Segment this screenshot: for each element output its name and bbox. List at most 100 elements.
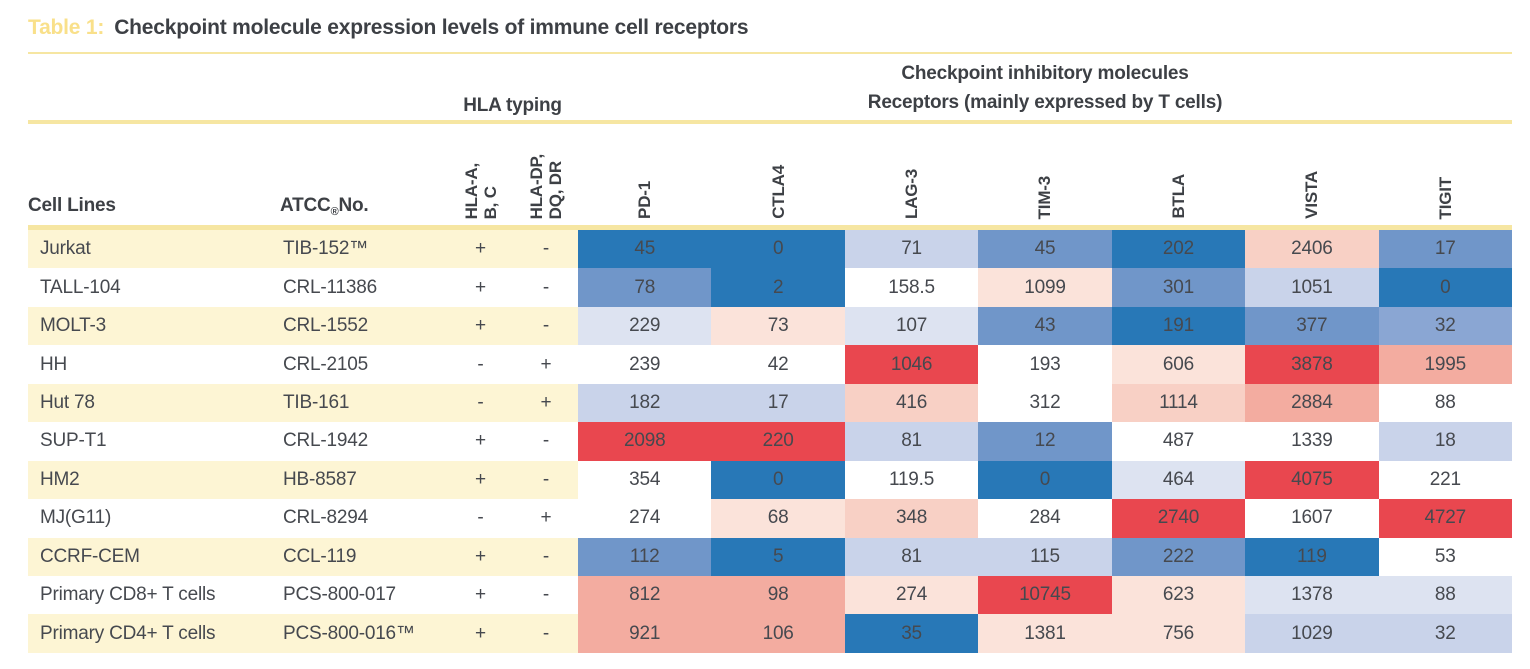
expression-value: 921 (578, 614, 712, 653)
expression-value: 35 (844, 614, 979, 653)
column-header: VISTA (1245, 124, 1378, 225)
expression-value: 12 (978, 422, 1112, 461)
expression-value: 464 (1111, 460, 1246, 500)
expression-value: 354 (578, 460, 712, 500)
table-caption: Table 1: Checkpoint molecule expression … (28, 12, 1512, 44)
expression-value: 182 (578, 383, 712, 423)
table-row: SUP-T1 CRL-1942 + -2098 220 81 12 487 1339 18 (28, 422, 1512, 461)
expression-value: 284 (978, 499, 1112, 538)
expression-value: 301 (1111, 268, 1246, 307)
cell-line-name: Hut 78 (28, 383, 280, 423)
group-header-checkpoint-line2: Receptors (mainly expressed by T cells) (867, 92, 1223, 113)
atcc-number: CRL-1552 (280, 306, 447, 346)
atcc-number: CCL-119 (280, 537, 447, 576)
hla-dpdqdr-value: - (514, 575, 578, 615)
table-row: MOLT-3 CRL-1552 + -229 73 107 43 191 377 32 (28, 306, 1512, 346)
hla-dpdqdr-value: - (514, 460, 578, 500)
expression-value: 239 (578, 345, 712, 384)
expression-value: 193 (978, 345, 1112, 384)
expression-value: 3878 (1245, 345, 1379, 384)
column-header-label: TIM-3 (1035, 175, 1055, 219)
table-title: Checkpoint molecule expression levels of… (114, 16, 749, 39)
table-row: CCRF-CEM CCL-119 + -112 5 81 115 222 119 53 (28, 537, 1512, 576)
expression-value: 2 (711, 268, 845, 307)
expression-value: 88 (1378, 383, 1512, 423)
column-header-atcc: ATCC ® No. (280, 124, 447, 225)
expression-value: 112 (578, 537, 712, 576)
expression-value: 53 (1378, 537, 1512, 576)
atcc-number: TIB-161 (280, 383, 447, 423)
cell-line-name: Jurkat (28, 230, 280, 269)
group-header-band: HLA typing Checkpoint inhibitory molecul… (28, 54, 1512, 120)
expression-value: 18 (1378, 422, 1512, 461)
expression-value: 17 (1378, 230, 1512, 269)
expression-value: 0 (711, 460, 845, 500)
expression-value: 756 (1111, 614, 1246, 653)
expression-value: 43 (978, 306, 1112, 346)
expression-value: 68 (711, 499, 845, 538)
expression-value: 606 (1111, 345, 1246, 384)
cell-line-name: CCRF-CEM (28, 537, 280, 576)
expression-value: 229 (578, 306, 712, 346)
column-header-label: TIGIT (1435, 176, 1455, 219)
expression-value: 623 (1111, 575, 1246, 615)
hla-abc-value: + (447, 460, 514, 500)
column-header-band: Cell Lines ATCC ® No. HLA-A, B, C HLA-DP, … (28, 124, 1512, 225)
expression-value: 107 (844, 306, 979, 346)
expression-value: 119.5 (844, 460, 979, 500)
cell-line-name: MOLT-3 (28, 306, 280, 346)
atcc-number: CRL-2105 (280, 345, 447, 384)
expression-value: 45 (978, 230, 1112, 269)
expression-value: 1339 (1245, 422, 1379, 461)
expression-value: 1995 (1378, 345, 1512, 384)
hla-dpdqdr-value: - (514, 306, 578, 346)
expression-value: 17 (711, 383, 845, 423)
document-page: Table 1: Checkpoint molecule expression … (28, 12, 1512, 653)
expression-value: 221 (1378, 460, 1512, 500)
hla-abc-value: + (447, 306, 514, 346)
expression-value: 274 (844, 575, 979, 615)
expression-value: 487 (1111, 422, 1246, 461)
hla-abc-value: + (447, 422, 514, 461)
hla-dpdqdr-value: - (514, 614, 578, 653)
column-header-label: CTLA4 (768, 165, 788, 219)
cell-line-name: MJ(G11) (28, 499, 280, 538)
expression-value: 1029 (1245, 614, 1379, 653)
expression-value: 0 (711, 230, 845, 269)
expression-value: 377 (1245, 306, 1379, 346)
expression-value: 119 (1245, 537, 1379, 576)
expression-value: 1114 (1111, 383, 1246, 423)
expression-value: 0 (1378, 268, 1512, 307)
expression-value: 202 (1111, 230, 1246, 269)
registered-trademark-symbol: ® (330, 206, 339, 218)
column-header: LAG-3 (845, 124, 978, 225)
atcc-number: HB-8587 (280, 460, 447, 500)
hla-abc-value: - (447, 383, 514, 423)
group-header-checkpoint-line1: Checkpoint inhibitory molecules (901, 63, 1189, 84)
column-header-label: HLA-A, B, C (461, 162, 500, 219)
hla-abc-value: + (447, 268, 514, 307)
expression-value: 220 (711, 422, 845, 461)
expression-value: 1046 (844, 345, 979, 384)
expression-value: 1099 (978, 268, 1112, 307)
column-header-cell-lines: Cell Lines (28, 195, 116, 216)
column-header: TIM-3 (978, 124, 1111, 225)
group-header-checkpoint: Checkpoint inhibitory molecules Receptor… (578, 54, 1512, 120)
expression-value: 71 (844, 230, 979, 269)
column-header-label: LAG-3 (902, 168, 922, 219)
expression-value: 98 (711, 575, 845, 615)
hla-abc-value: + (447, 230, 514, 269)
expression-value: 45 (578, 230, 712, 269)
table-row: Jurkat TIB-152™ + -45 0 71 45 202 2406 17 (28, 230, 1512, 269)
table-row: Primary CD4+ T cells PCS-800-016™ + -921 106… (28, 614, 1512, 653)
column-header: CTLA4 (711, 124, 844, 225)
hla-abc-value: - (447, 345, 514, 384)
divider-under-title (28, 52, 1512, 54)
expression-value: 32 (1378, 614, 1512, 653)
expression-value: 4075 (1245, 460, 1379, 500)
expression-value: 4727 (1378, 499, 1512, 538)
expression-value: 1381 (978, 614, 1112, 653)
expression-value: 812 (578, 575, 712, 615)
table-number-label: Table 1: (28, 16, 105, 39)
cell-line-name: TALL-104 (28, 268, 280, 307)
